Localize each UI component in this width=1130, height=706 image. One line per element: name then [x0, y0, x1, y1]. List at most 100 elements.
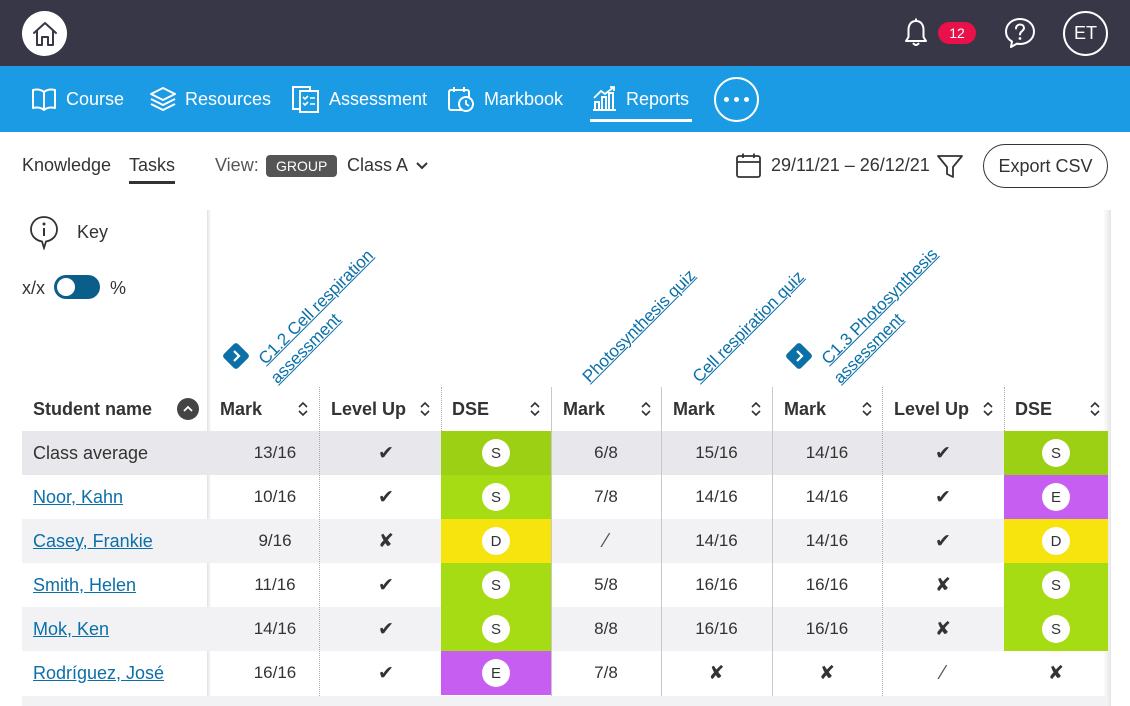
student-name-link[interactable]: Noor, Kahn — [33, 486, 124, 507]
assessment-header-cell-respiration-quiz[interactable]: Cell respiration quiz — [688, 267, 808, 387]
sort-icon — [641, 401, 651, 417]
more-button[interactable] — [714, 77, 759, 122]
cell-value: ✘ — [935, 618, 951, 640]
chevron-up-icon — [183, 405, 193, 412]
assessment-header-c1-2[interactable]: C1.2 Cell respiration assessment — [254, 245, 378, 388]
table-row: Casey, Frankie 9/16 ✘ D ⁄ 14/16 14/16 ✔ D — [22, 519, 1108, 563]
cell-value: ✘ — [935, 574, 951, 596]
student-sort-button[interactable] — [177, 398, 199, 420]
nav-item-label: Markbook — [484, 88, 564, 109]
nav-item-reports[interactable]: Reports — [590, 66, 692, 132]
level-up-cell: ✔ — [331, 607, 441, 651]
user-avatar[interactable]: ET — [1063, 11, 1108, 56]
nav-item-markbook[interactable]: Markbook — [446, 66, 563, 132]
notifications-button[interactable] — [900, 17, 932, 49]
student-name-cell[interactable]: Rodríguez, José — [22, 651, 208, 695]
date-range[interactable]: 29/11/21 – 26/12/21 — [771, 155, 930, 175]
mark-cell: 16/16 — [661, 563, 772, 607]
student-name-link[interactable]: Casey, Frankie — [33, 530, 153, 551]
cell-value: 7/8 — [594, 487, 618, 506]
column-header-mark[interactable]: Mark — [563, 387, 662, 431]
cell-value: ⁄ — [941, 661, 945, 684]
column-header-mark[interactable]: Mark — [673, 387, 772, 431]
nav-item-label: Reports — [626, 88, 690, 109]
cell-value: 9/16 — [258, 531, 292, 550]
calendar-icon[interactable] — [735, 152, 762, 179]
dse-cell: E — [441, 651, 551, 695]
main-nav: Course Resources Assessment Markbook Rep… — [0, 66, 1130, 132]
table-row: Rodríguez, José 16/16 ✔ E 7/8 ✘ ✘ ⁄ ✘ — [22, 651, 1108, 695]
column-header-student-name[interactable]: Student name — [33, 398, 153, 419]
level-up-cell: ✔ — [331, 475, 441, 519]
group-pill[interactable]: GROUP — [266, 155, 338, 177]
sort-icon — [298, 401, 308, 417]
bell-icon — [905, 18, 927, 46]
mark-cell: 15/16 — [661, 431, 772, 475]
column-header-dse[interactable]: DSE — [1015, 387, 1105, 431]
nav-item-resources[interactable]: Resources — [149, 66, 271, 132]
level-up-cell: ✘ — [882, 563, 1004, 607]
level-up-cell: ✔ — [882, 519, 1004, 563]
cell-value: 6/8 — [594, 443, 618, 462]
cell-value: 11/16 — [254, 575, 296, 594]
filter-icon[interactable] — [936, 152, 964, 180]
nav-item-assessment[interactable]: Assessment — [291, 66, 427, 132]
dse-cell: D — [441, 519, 551, 563]
bar-chart-icon — [593, 86, 616, 111]
dse-cell: S — [1004, 431, 1108, 475]
dse-cell: S — [1004, 563, 1108, 607]
nav-item-course[interactable]: Course — [30, 66, 124, 132]
dse-grade-badge: S — [482, 439, 510, 467]
cell-value: 5/8 — [594, 575, 618, 594]
home-button[interactable] — [22, 11, 67, 56]
student-name-link[interactable]: Mok, Ken — [33, 618, 110, 639]
help-icon — [1005, 18, 1035, 48]
display-mode-toggle[interactable] — [54, 275, 100, 299]
assessment-header-c1-3[interactable]: C1.3 Photosynthesis assessment — [817, 244, 942, 388]
clipboard-icon — [292, 86, 319, 113]
class-select[interactable]: Class A — [347, 155, 409, 175]
mark-cell: 16/16 — [220, 651, 330, 695]
level-up-cell: ✘ — [882, 607, 1004, 651]
mark-cell: 5/8 — [551, 563, 661, 607]
student-name-cell[interactable]: Smith, Helen — [22, 563, 208, 607]
student-name-link[interactable]: Rodríguez, José — [33, 662, 165, 683]
student-name-link[interactable]: Smith, Helen — [33, 574, 137, 595]
nav-item-label: Resources — [185, 88, 272, 109]
student-name-cell[interactable]: Casey, Frankie — [22, 519, 208, 563]
mark-cell: 9/16 — [220, 519, 330, 563]
column-header-level-up[interactable]: Level Up — [331, 387, 441, 431]
column-header-mark[interactable]: Mark — [220, 387, 319, 431]
level-up-cell: ✘ — [331, 519, 441, 563]
export-csv-button[interactable]: Export CSV — [983, 144, 1108, 188]
dse-grade-badge: S — [482, 615, 510, 643]
tab-knowledge[interactable]: Knowledge — [22, 155, 112, 175]
cell-value: 14/16 — [695, 531, 738, 550]
student-name-cell[interactable]: Mok, Ken — [22, 607, 208, 651]
table-row: Smith, Helen 11/16 ✔ S 5/8 16/16 16/16 ✘ S — [22, 563, 1108, 607]
cell-value: 15/16 — [695, 443, 738, 462]
nav-item-label: Course — [66, 88, 125, 109]
help-button[interactable] — [1003, 16, 1037, 50]
cell-value: 16/16 — [695, 619, 738, 638]
table-header-row: Student name Mark Level Up DSE Mark Mark… — [22, 387, 1108, 431]
key-label[interactable]: Key — [77, 222, 109, 242]
cell-value: ✔ — [935, 530, 951, 552]
assessment-header-photosynthesis-quiz[interactable]: Photosynthesis quiz — [578, 265, 700, 387]
table-row: Mok, Ken 14/16 ✔ S 8/8 16/16 16/16 ✘ S — [22, 607, 1108, 651]
chevron-right-icon — [796, 350, 804, 362]
toggle-right-label: % — [110, 278, 127, 298]
nav-item-label: Assessment — [329, 88, 428, 109]
column-header-dse[interactable]: DSE — [452, 387, 551, 431]
info-icon[interactable] — [28, 214, 60, 250]
mark-cell: 7/8 — [551, 475, 661, 519]
mark-cell: 14/16 — [661, 475, 772, 519]
chevron-down-icon[interactable] — [413, 156, 431, 174]
mark-cell: 16/16 — [772, 607, 882, 651]
sort-icon — [530, 401, 540, 417]
tab-tasks[interactable]: Tasks — [129, 155, 176, 184]
column-header-mark[interactable]: Mark — [784, 387, 883, 431]
sort-icon — [420, 401, 430, 417]
column-header-level-up[interactable]: Level Up — [894, 387, 1004, 431]
student-name-cell[interactable]: Noor, Kahn — [22, 475, 208, 519]
